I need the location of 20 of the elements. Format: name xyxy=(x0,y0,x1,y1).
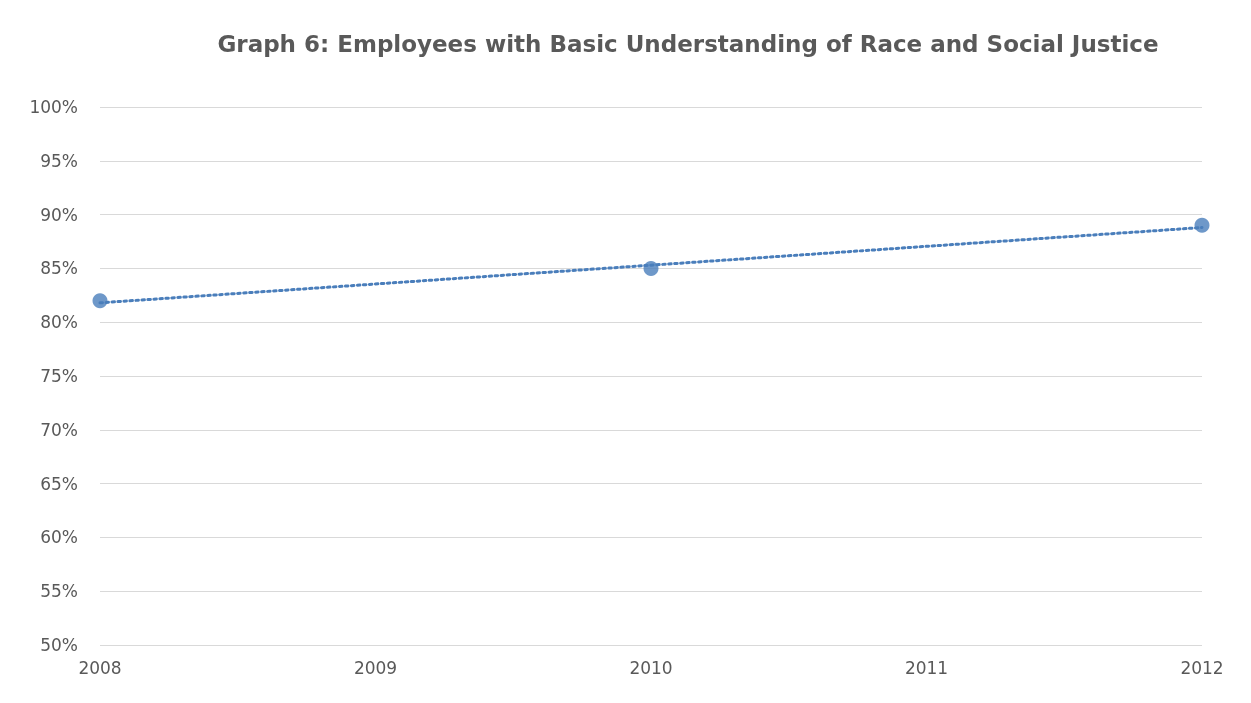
y-tick-label: 55% xyxy=(40,581,78,602)
point xyxy=(1194,217,1210,233)
y-tick-label: 70% xyxy=(40,419,78,440)
x-tick-label: 2008 xyxy=(78,657,122,678)
y-tick-label: 75% xyxy=(40,366,78,386)
x-tick-label: 2011 xyxy=(904,657,949,678)
point xyxy=(643,260,659,276)
point xyxy=(92,293,108,309)
x-tick-label: 2010 xyxy=(629,657,673,678)
y-tick-label: 80% xyxy=(40,312,78,333)
y-tick-label: 100% xyxy=(29,97,78,117)
chart-title: Graph 6: Employees with Basic Understanding of Race and Social Justice xyxy=(217,30,1159,57)
y-tick-label: 50% xyxy=(40,635,78,655)
y-tick-label: 95% xyxy=(40,150,78,171)
y-tick-label: 90% xyxy=(40,204,78,225)
y-tick-label: 65% xyxy=(40,473,78,494)
y-tick-label: 60% xyxy=(40,527,78,548)
y-tick-label: 85% xyxy=(40,258,78,279)
x-tick-label: 2009 xyxy=(353,657,398,678)
x-tick-label: 2012 xyxy=(1180,657,1224,678)
